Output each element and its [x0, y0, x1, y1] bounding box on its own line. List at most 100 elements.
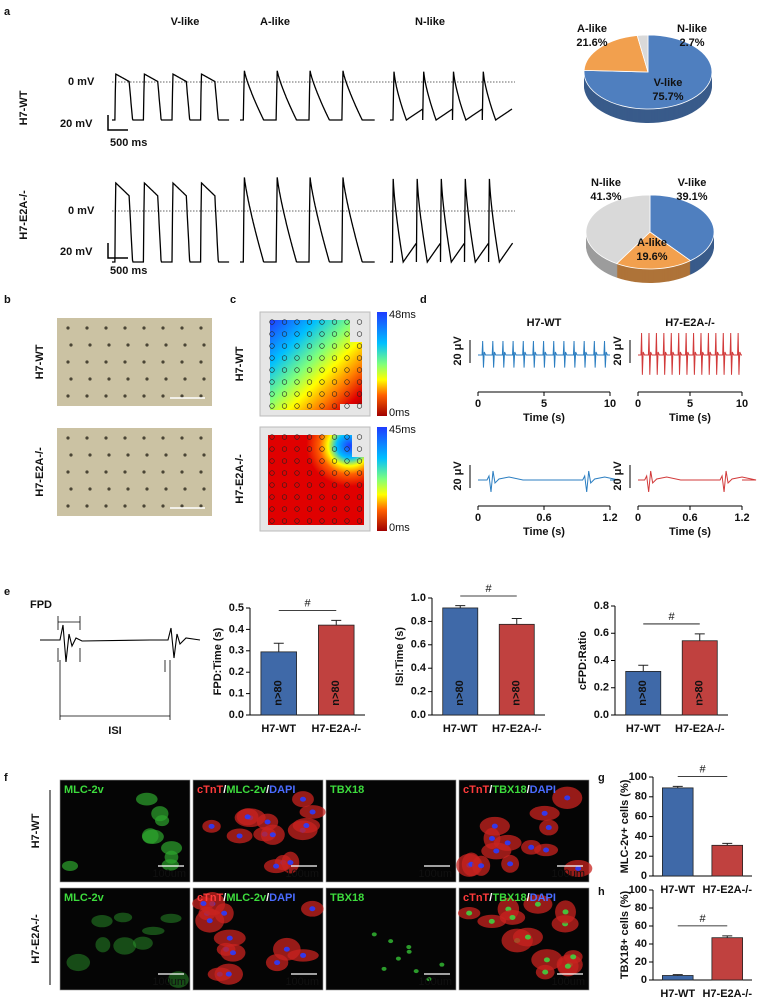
electrode: [104, 436, 108, 440]
electrode: [269, 355, 275, 361]
electrode: [104, 394, 108, 398]
pie-label: N-like: [591, 177, 621, 189]
electrode: [356, 482, 363, 488]
pie-value-label: 39.1%: [676, 191, 707, 203]
electrode: [85, 394, 89, 398]
x-axis-label: Time (s): [669, 526, 711, 538]
label-part: TBX18: [330, 784, 364, 796]
bar-text: n>80: [273, 680, 285, 705]
electrode: [145, 487, 149, 491]
nucleus: [570, 954, 577, 960]
scale-label: 20 μV: [452, 336, 464, 366]
nucleus: [221, 910, 228, 916]
y-tick-label: 0.8: [594, 600, 609, 612]
nucleus: [504, 840, 511, 846]
micrograph: [59, 887, 191, 991]
electrode: [294, 355, 300, 361]
fp-schematic: [40, 624, 201, 663]
electrode: [269, 434, 275, 440]
y-axis-label: ISI:Time (s): [394, 627, 406, 686]
electrode: [88, 487, 92, 491]
error-bar: [331, 619, 342, 626]
electrode: [69, 487, 73, 491]
category-label: H7-WT: [261, 723, 296, 735]
electrode: [69, 453, 73, 457]
electrode: [269, 482, 275, 488]
category-label: H7-E2A-/-: [702, 988, 752, 1000]
electrode: [294, 470, 300, 476]
electrode: [199, 504, 203, 508]
electrode: [344, 494, 350, 500]
row-label: H7-E2A-/-: [30, 914, 42, 964]
bar-text: n>80: [511, 680, 523, 705]
bar: [442, 607, 479, 716]
x-axis-label: Time (s): [523, 412, 565, 424]
nucleus: [300, 952, 307, 958]
electrode: [281, 434, 288, 440]
electrode: [344, 434, 350, 440]
electrode: [306, 482, 313, 488]
significance-mark: #: [668, 611, 675, 623]
electrode: [199, 394, 203, 398]
fpd-label: FPD: [30, 599, 52, 611]
electrode: [294, 518, 300, 524]
electrode: [306, 470, 313, 476]
y-tick-label: 0.4: [594, 654, 610, 666]
category-label: H7-E2A-/-: [311, 723, 361, 735]
y-tick-label: 1.0: [411, 592, 426, 604]
column-header: V-like: [171, 16, 200, 28]
electrode: [66, 470, 70, 474]
electrode: [161, 326, 165, 330]
electrode: [281, 343, 288, 349]
nucleus: [426, 977, 432, 982]
electrode: [306, 331, 313, 337]
electrode: [269, 506, 275, 512]
pie-label: V-like: [678, 177, 707, 189]
electrode: [281, 470, 288, 476]
electrode: [88, 343, 92, 347]
x-tick-label: 5: [687, 398, 693, 410]
cell: [91, 915, 113, 928]
panel-letter: d: [420, 294, 427, 306]
electrode: [180, 470, 184, 474]
electrode: [356, 506, 363, 512]
electrode: [180, 360, 184, 364]
label-part: DAPI: [530, 892, 556, 904]
field-potential-trace: [478, 470, 619, 493]
significance-mark: #: [699, 763, 706, 775]
image-label: MLC-2v: [64, 784, 105, 796]
electrode: [123, 360, 127, 364]
nucleus: [274, 960, 281, 966]
electrode: [294, 319, 300, 325]
action-potential-trace: [112, 181, 230, 263]
significance-mark: #: [304, 597, 311, 609]
scale-label: 20 μV: [612, 336, 624, 366]
nucleus: [406, 945, 412, 950]
electrode: [145, 343, 149, 347]
electrode: [319, 482, 325, 488]
pie-value-label: 21.6%: [576, 37, 607, 49]
nucleus: [439, 962, 445, 967]
cell: [167, 971, 189, 988]
pie-value-label: 41.3%: [590, 191, 621, 203]
electrode: [319, 470, 325, 476]
nucleus: [303, 823, 310, 829]
electrode: [142, 470, 146, 474]
electrode: [356, 331, 363, 337]
pie-slice: [585, 194, 651, 265]
significance-mark: #: [485, 583, 492, 595]
cell: [160, 913, 182, 924]
nucleus: [542, 969, 549, 975]
electrode: [269, 403, 275, 409]
electrode: [281, 379, 288, 385]
electrode: [161, 436, 165, 440]
electrode: [202, 377, 206, 381]
image-label: cTnT/TBX18/DAPI: [463, 784, 556, 796]
significance-mark: #: [699, 913, 706, 925]
nucleus: [564, 963, 571, 969]
electrode: [356, 391, 363, 397]
electrode: [294, 446, 300, 452]
electrode: [180, 326, 184, 330]
cell: [155, 815, 170, 827]
y-tick-label: 0: [641, 870, 647, 882]
